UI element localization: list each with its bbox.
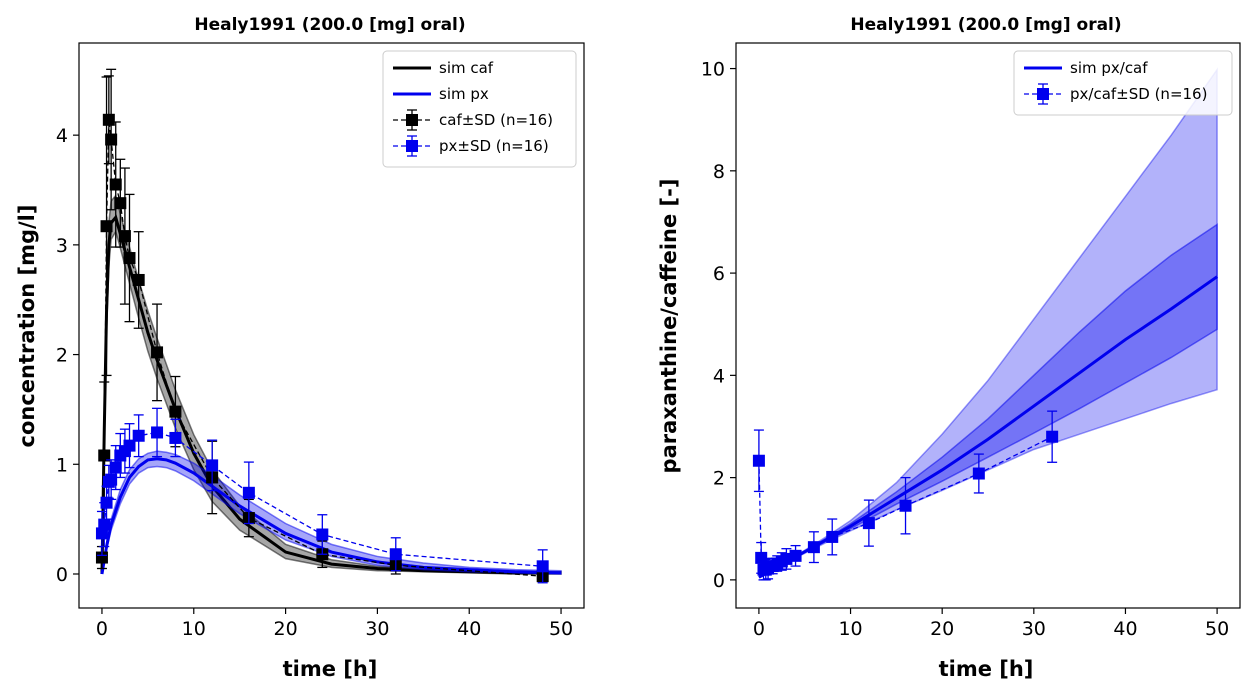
left-sim-1-band: [101, 450, 562, 575]
right-x-axis-label: time [h]: [939, 657, 1034, 681]
left-legend-box: [382, 50, 577, 168]
left-series-1-point: [105, 473, 118, 486]
left-sim-0-band: [101, 193, 562, 575]
right-legend: sim px/caf px/caf±SD (n=16): [1013, 50, 1233, 116]
left-legend-data-swatch-marker: [406, 114, 418, 126]
right-series-0-point: [972, 467, 985, 480]
left-series-0-point: [109, 178, 122, 191]
left-series-1-dashed-line: [101, 431, 543, 567]
right-axes-frame: [735, 42, 1241, 609]
left-series-1-point: [169, 431, 182, 444]
left-series-0-point: [169, 405, 182, 418]
right-legend-label: sim px/caf: [1070, 59, 1148, 77]
left-x-tick-label: 0: [96, 618, 108, 640]
right-chart-title: Healy1991 (200.0 [mg] oral): [850, 15, 1121, 35]
right-x-tick-label: 40: [1113, 618, 1137, 640]
left-x-tick-label: 30: [365, 618, 389, 640]
right-series-0-point: [780, 552, 793, 565]
left-series-0-point: [118, 230, 131, 243]
left-series-1-point: [536, 560, 549, 573]
left-series-0-point: [100, 220, 113, 233]
left-series-1-point: [242, 486, 255, 499]
right-y-tick-label: 4: [713, 365, 725, 387]
left-series-1-point: [389, 548, 402, 561]
left-y-tick-label: 0: [56, 564, 68, 586]
right-series-0-point: [899, 499, 912, 512]
left-y-tick-label: 3: [56, 235, 68, 257]
left-series-1: [95, 407, 549, 584]
right-x-tick-label: 0: [753, 618, 765, 640]
right-series-0-point: [807, 541, 820, 554]
left-legend-label: caf±SD (n=16): [439, 111, 553, 129]
right-x-tick-label: 50: [1205, 618, 1229, 640]
left-series-0-dashed-line: [101, 119, 543, 577]
right-y-tick-label: 6: [713, 263, 725, 285]
right-y-tick-label: 8: [713, 161, 725, 183]
left-legend-data-swatch-marker: [406, 140, 418, 152]
left-series-1-point: [132, 429, 145, 442]
right-legend-data-swatch-marker: [1037, 88, 1049, 100]
left-series-1-point: [151, 426, 164, 439]
left-series-0-point: [123, 252, 136, 265]
left-series-0-point: [95, 551, 108, 564]
left-x-axis-label: time [h]: [283, 657, 378, 681]
left-series-1-point: [206, 459, 219, 472]
left-series-1-point: [123, 439, 136, 452]
right-series-0-point: [862, 517, 875, 530]
left-series-1-point: [316, 528, 329, 541]
left-legend-label: px±SD (n=16): [439, 137, 549, 155]
left-series-0-point: [114, 197, 127, 210]
left-series-1-point: [109, 461, 122, 474]
left-series-0-point: [102, 113, 115, 126]
left-axes-frame: [78, 42, 585, 609]
left-series-0-point: [98, 449, 111, 462]
right-legend-box: [1013, 50, 1233, 116]
right-series-0-point: [752, 454, 765, 467]
left-chart-title: Healy1991 (200.0 [mg] oral): [194, 15, 465, 35]
right-series-0: [752, 410, 1059, 581]
left-x-tick-label: 10: [182, 618, 206, 640]
left-legend-label: sim px: [439, 85, 489, 103]
left-x-tick-label: 20: [273, 618, 297, 640]
left-x-tick-label: 40: [457, 618, 481, 640]
left-y-tick-label: 1: [56, 454, 68, 476]
left-plot-area: [100, 193, 562, 575]
left-series-0-point: [132, 273, 145, 286]
left-series-0-point: [151, 346, 164, 359]
right-legend-label: px/caf±SD (n=16): [1070, 85, 1207, 103]
left-legend: sim caf sim px caf±SD (n=16) px±SD (n=16): [382, 50, 577, 168]
right-series-0-point: [755, 551, 768, 564]
ratio-panel: Healy1991 (200.0 [mg] oral) time [h] par…: [657, 15, 1241, 681]
right-series-0-point: [1046, 430, 1059, 443]
right-y-tick-label: 0: [713, 570, 725, 592]
left-y-tick-label: 4: [56, 125, 68, 147]
right-series-0-point: [789, 549, 802, 562]
right-series-0-point: [826, 530, 839, 543]
right-x-tick-label: 20: [930, 618, 954, 640]
right-y-tick-label: 10: [701, 59, 725, 81]
right-x-tick-label: 10: [838, 618, 862, 640]
left-x-tick-label: 50: [549, 618, 573, 640]
caffeine-paraxanthine-panel: Healy1991 (200.0 [mg] oral) time [h] con…: [15, 15, 585, 681]
left-y-axis-label: concentration [mg/l]: [15, 205, 39, 448]
left-y-tick-label: 2: [56, 345, 68, 367]
right-x-tick-label: 30: [1022, 618, 1046, 640]
right-y-axis-label: paraxanthine/caffeine [-]: [657, 179, 681, 474]
right-plot-area: [758, 67, 1218, 579]
left-series-1-point: [98, 518, 111, 531]
right-y-tick-label: 2: [713, 468, 725, 490]
left-legend-label: sim caf: [439, 59, 494, 77]
left-series-0-point: [105, 133, 118, 146]
